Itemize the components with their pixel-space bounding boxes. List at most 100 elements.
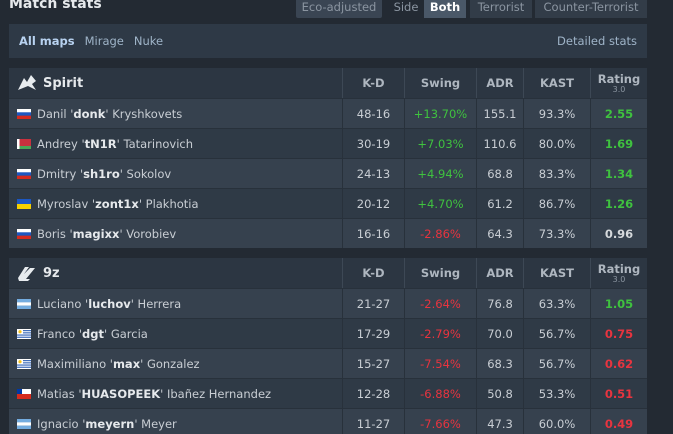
name-last: ' Ibañez Hernandez [160,386,272,401]
flag [17,358,31,369]
column-title: Rating [597,72,641,86]
nickname: dgt [82,326,104,341]
name-last: ' Gonzalez [140,356,200,371]
player-row: Luciano 'luchov' Herrera 21-27 -2.64% 76.8 6… [9,288,647,318]
column-title: KAST [540,266,574,280]
column-title: KAST [540,76,574,90]
maps-bar: All maps Mirage Nuke Detailed stats [9,24,647,58]
stat-kast: 56.7% [523,319,590,348]
stat-kd: 12-28 [342,379,404,408]
side-tab[interactable]: Terrorist [470,0,532,18]
team-name: 9z [43,265,60,281]
player-fullname: Matias 'HUASOPEEK' Ibañez Hernandez [37,387,271,401]
player-name[interactable]: Matias 'HUASOPEEK' Ibañez Hernandez [17,379,271,408]
column-title: ADR [486,76,514,90]
side-tab[interactable]: Counter-Terrorist [535,0,647,18]
column-header: KAST [523,68,590,98]
stat-adr: 70.0 [476,319,523,348]
stat-kast: 80.0% [523,129,590,158]
player-name[interactable]: Andrey 'tN1R' Tatarinovich [17,129,193,158]
player-row: Danil 'donk' Kryshkovets 48-16 +13.70% 155.… [9,98,647,128]
player-name[interactable]: Luciano 'luchov' Herrera [17,289,181,318]
stat-kd: 21-27 [342,289,404,318]
stat-swing: -7.66% [404,409,476,434]
stat-swing: +4.94% [404,159,476,188]
player-fullname: Maximiliano 'max' Gonzalez [37,357,200,371]
stat-rating: 0.75 [590,319,647,348]
flag [17,168,31,179]
stat-kast: 60.0% [523,409,590,434]
side-label: Side [393,0,419,14]
detailed-stats-link[interactable]: Detailed stats [557,34,637,48]
name-first: Ignacio ' [37,416,86,431]
stat-rating: 0.51 [590,379,647,408]
stat-swing: -2.64% [404,289,476,318]
player-row: Myroslav 'zont1x' Plakhotia 20-12 +4.70% 61… [9,188,647,218]
player-fullname: Myroslav 'zont1x' Plakhotia [37,197,199,211]
column-header: K-D [342,258,404,288]
stat-kd: 16-16 [342,219,404,248]
player-name[interactable]: Franco 'dgt' Garcia [17,319,148,348]
column-header: Swing [404,258,476,288]
stat-adr: 47.3 [476,409,523,434]
nickname: HUASOPEEK [81,386,161,401]
nickname: sh1ro [83,166,120,181]
team-header: 9z K-D Swing ADR KAST Rating 3.0 [9,258,647,288]
nickname: donk [73,106,106,121]
rating-version: 3.0 [612,275,626,284]
column-header: K-D [342,68,404,98]
stat-kd: 11-27 [342,409,404,434]
flag [17,228,31,239]
team-name: Spirit [43,75,84,91]
map-tab[interactable]: Nuke [133,34,164,48]
stat-kast: 53.3% [523,379,590,408]
side-tab[interactable]: Both [424,0,466,18]
player-name[interactable]: Myroslav 'zont1x' Plakhotia [17,189,199,218]
column-header: KAST [523,258,590,288]
stat-adr: 155.1 [476,99,523,128]
name-first: Matias ' [37,386,82,401]
stat-kast: 73.3% [523,219,590,248]
stat-swing: -7.54% [404,349,476,378]
stat-rating: 0.49 [590,409,647,434]
stat-kd: 48-16 [342,99,404,128]
player-fullname: Franco 'dgt' Garcia [37,327,148,341]
player-row: Franco 'dgt' Garcia 17-29 -2.79% 70.0 56.7% 0… [9,318,647,348]
stat-swing: -2.86% [404,219,476,248]
eco-toggle[interactable]: Eco-adjusted [296,0,382,18]
map-tab[interactable]: Mirage [84,34,124,48]
name-first: Andrey ' [37,136,85,151]
player-name[interactable]: Maximiliano 'max' Gonzalez [17,349,200,378]
player-name[interactable]: Boris 'magixx' Vorobiev [17,219,176,248]
stat-rating: 1.69 [590,129,647,158]
stat-rating: 1.05 [590,289,647,318]
name-first: Luciano ' [37,296,89,311]
nickname: meyern [85,416,135,431]
stat-adr: 50.8 [476,379,523,408]
flag [17,298,31,309]
player-name[interactable]: Ignacio 'meyern' Meyer [17,409,177,434]
flag [17,108,31,119]
player-fullname: Boris 'magixx' Vorobiev [37,227,176,241]
team-header: Spirit K-D Swing ADR KAST Rating 3.0 [9,68,647,98]
name-last: ' Meyer [134,416,177,431]
name-first: Myroslav ' [37,196,96,211]
player-name[interactable]: Danil 'donk' Kryshkovets [17,99,182,128]
player-row: Dmitry 'sh1ro' Sokolov 24-13 +4.94% 68.8 83.… [9,158,647,188]
nickname: max [112,356,141,371]
name-last: ' Vorobiev [119,226,177,241]
map-tab[interactable]: All maps [19,34,75,48]
stat-kast: 93.3% [523,99,590,128]
stat-adr: 110.6 [476,129,523,158]
nickname: zont1x [95,196,139,211]
flag [17,328,31,339]
stat-swing: +13.70% [404,99,476,128]
stat-adr: 61.2 [476,189,523,218]
name-first: Franco ' [37,326,83,341]
player-name[interactable]: Dmitry 'sh1ro' Sokolov [17,159,171,188]
stat-kd: 15-27 [342,349,404,378]
stat-rating: 1.34 [590,159,647,188]
stat-adr: 68.8 [476,159,523,188]
stat-rating: 1.26 [590,189,647,218]
